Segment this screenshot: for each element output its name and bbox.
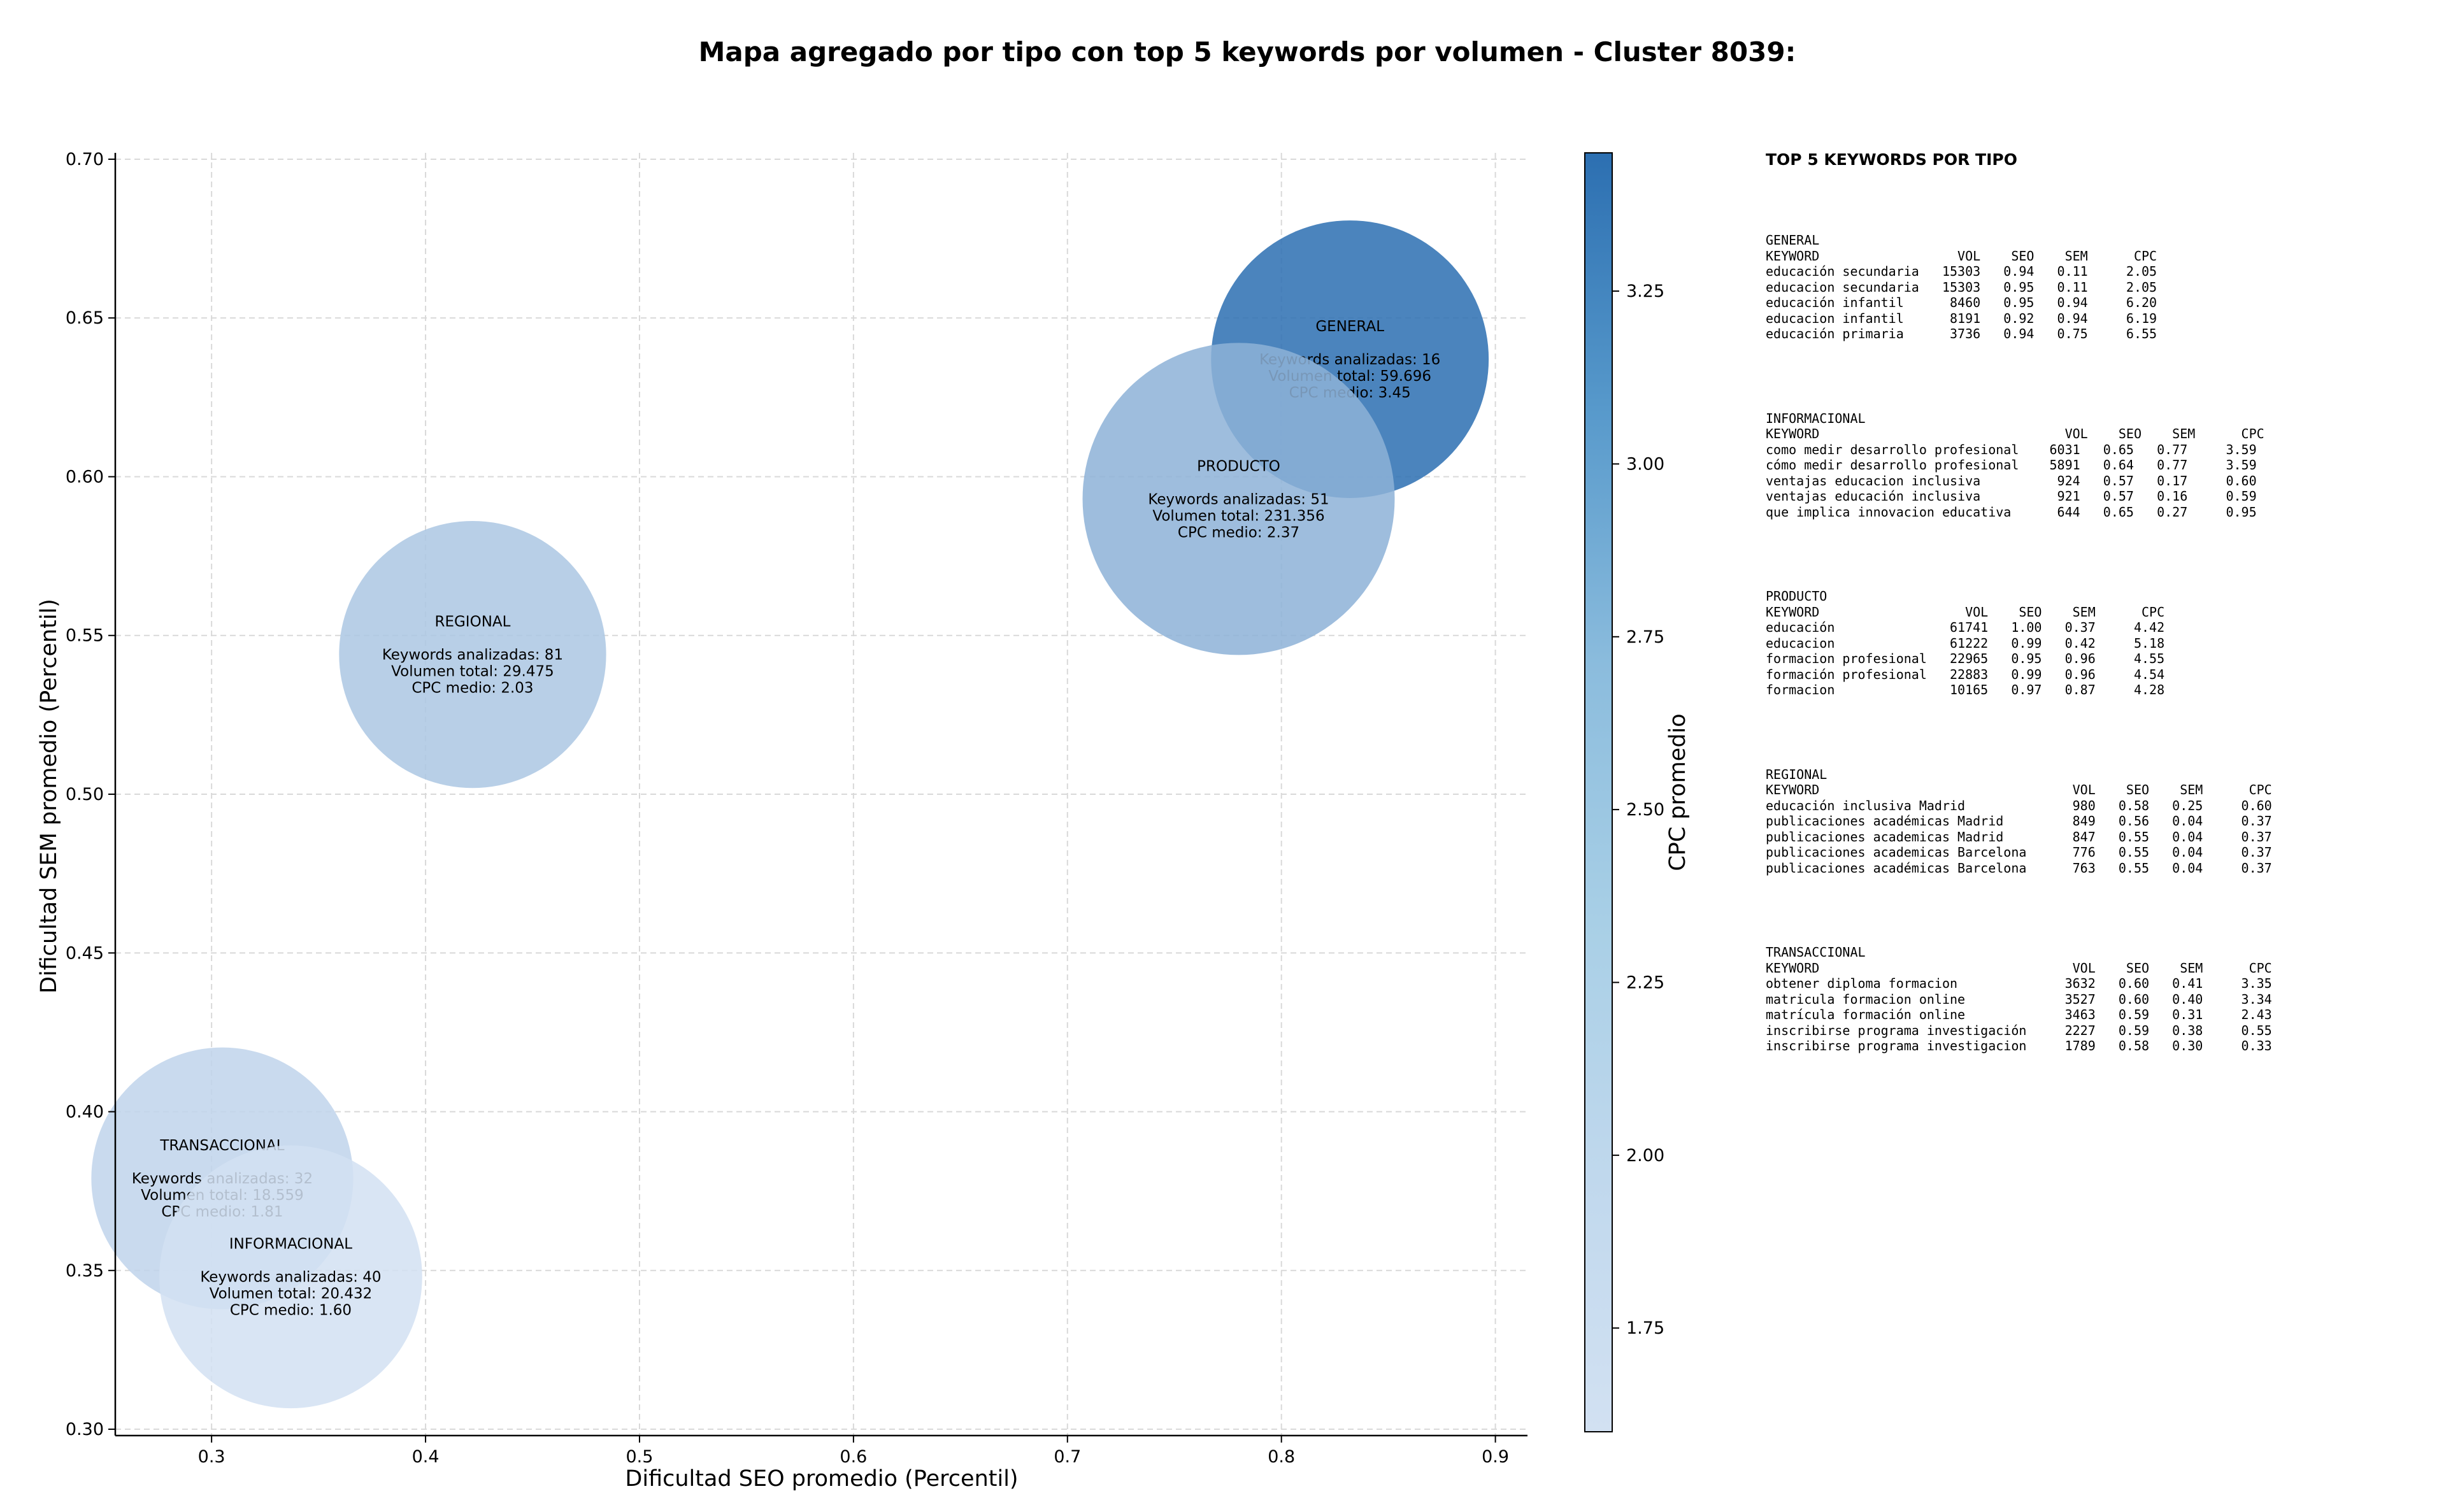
colorbar-tick-label: 2.00	[1626, 1146, 1664, 1166]
y-tick-label: 0.65	[66, 308, 104, 328]
bubble-label-line: REGIONAL	[434, 614, 510, 631]
colorbar-tick-label: 3.00	[1626, 454, 1664, 474]
keywords-table-producto: PRODUCTO KEYWORD VOL SEO SEM CPC educaci…	[1766, 588, 2165, 697]
bubble-circle	[159, 1145, 422, 1409]
top-keywords-heading: TOP 5 KEYWORDS POR TIPO	[1766, 150, 2017, 169]
bubble-informacional: INFORMACIONAL Keywords analizadas: 40Volu…	[159, 1145, 422, 1409]
keywords-block-producto: PRODUCTO KEYWORD VOL SEO SEM CPC educaci…	[1766, 588, 2428, 698]
keywords-table-regional: REGIONAL KEYWORD VOL SEO SEM CPC educaci…	[1766, 766, 2272, 876]
keywords-block-general: GENERAL KEYWORD VOL SEO SEM CPC educació…	[1766, 232, 2428, 342]
bubble-label-line: INFORMACIONAL	[229, 1236, 352, 1253]
bubble-label-line: Volumen total: 20.432	[210, 1286, 373, 1302]
x-tick-label: 0.8	[1268, 1447, 1295, 1467]
keywords-table-general: GENERAL KEYWORD VOL SEO SEM CPC educació…	[1766, 232, 2157, 341]
bubble-label-line: Volumen total: 231.356	[1152, 508, 1324, 524]
y-tick-label: 0.50	[66, 785, 104, 804]
keywords-block-transaccional: TRANSACCIONAL KEYWORD VOL SEO SEM CPC ob…	[1766, 945, 2428, 1054]
x-tick-label: 0.4	[412, 1447, 440, 1467]
chart-title: Mapa agregado por tipo con top 5 keyword…	[699, 36, 1796, 68]
keywords-table-informacional: INFORMACIONAL KEYWORD VOL SEO SEM CPC co…	[1766, 410, 2264, 520]
y-tick-label: 0.60	[66, 467, 104, 487]
keywords-table-transaccional: TRANSACCIONAL KEYWORD VOL SEO SEM CPC ob…	[1766, 945, 2272, 1053]
x-tick-label: 0.9	[1482, 1447, 1509, 1467]
x-tick-label: 0.5	[626, 1447, 654, 1467]
keywords-block-regional: REGIONAL KEYWORD VOL SEO SEM CPC educaci…	[1766, 767, 2428, 876]
y-tick-label: 0.35	[66, 1261, 104, 1281]
y-tick-label: 0.30	[66, 1420, 104, 1439]
axes: 0.3 0.4 0.5 0.6 0.7 0.8 0.9 0.30 0.35 0.40 0.45 0.5…	[66, 150, 1527, 1467]
bubble-label-line: CPC medio: 2.37	[1178, 524, 1299, 541]
x-tick-label: 0.7	[1054, 1447, 1081, 1467]
bubble-label-line: CPC medio: 1.60	[230, 1302, 352, 1319]
colorbar-gradient	[1584, 152, 1613, 1432]
colorbar-tick-label: 2.25	[1626, 973, 1664, 992]
x-tick-label: 0.3	[198, 1447, 225, 1467]
top-keywords-panel: TOP 5 KEYWORDS POR TIPO GENERAL KEYWORD …	[1766, 150, 2428, 1123]
y-tick-label: 0.55	[66, 626, 104, 646]
bubble-label-line: GENERAL	[1315, 318, 1384, 335]
y-tick-label: 0.40	[66, 1102, 104, 1122]
colorbar-label: CPC promedio	[1665, 713, 1691, 871]
bubble-circle	[1082, 343, 1395, 655]
y-axis-label: Dificultad SEM promedio (Percentil)	[36, 599, 62, 994]
colorbar-tick-label: 3.25	[1626, 282, 1664, 301]
colorbar-tick-label: 2.75	[1626, 627, 1664, 647]
bubble-label-line: Keywords analizadas: 40	[200, 1269, 381, 1286]
bubble-label-line: Keywords analizadas: 51	[1148, 491, 1329, 508]
bubble-label-line: Keywords analizadas: 81	[382, 647, 563, 664]
bubble-label-line: CPC medio: 2.03	[411, 680, 533, 697]
colorbar-tick-label: 1.75	[1626, 1318, 1664, 1338]
x-tick-label: 0.6	[840, 1447, 867, 1467]
bubble-label-line: PRODUCTO	[1197, 458, 1280, 474]
colorbar-tick-label: 2.50	[1626, 800, 1664, 820]
y-tick-label: 0.45	[66, 943, 104, 963]
colorbar: 1.75 2.00 2.25 2.50 2.75 3.00 3.25	[1584, 152, 1664, 1432]
x-axis-label: Dificultad SEO promedio (Percentil)	[625, 1466, 1018, 1492]
keywords-block-informacional: INFORMACIONAL KEYWORD VOL SEO SEM CPC co…	[1766, 411, 2428, 520]
y-tick-label: 0.70	[66, 150, 104, 169]
bubble-label-line: Volumen total: 29.475	[391, 664, 554, 680]
bubble-circle	[339, 521, 606, 788]
